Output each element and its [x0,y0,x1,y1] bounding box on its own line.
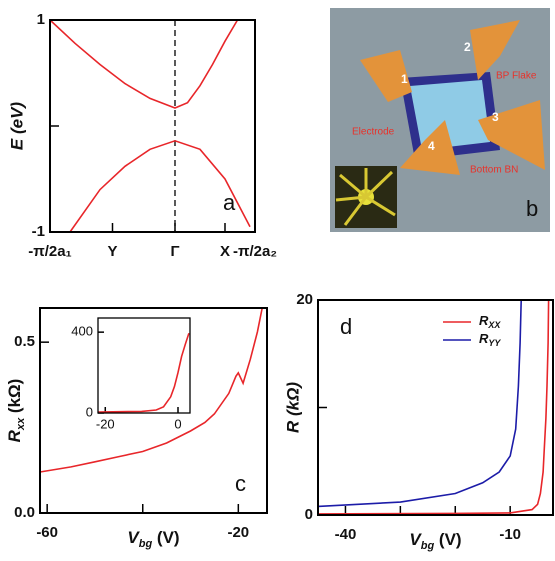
panel-label: c [235,471,246,496]
x-tick-label: -40 [335,526,357,543]
x-tick-label: -π/2a₂ [233,243,277,260]
x-tick-label: -10 [499,526,521,543]
y-axis-label: Rxx (kΩ) [5,379,26,443]
y-axis-label: E (eV) [7,102,26,151]
electrode-number: 4 [428,139,435,153]
y-tick-label: 0.0 [14,504,35,521]
data-line [70,141,250,232]
panel-label: b [526,196,538,221]
legend-sub: YY [488,338,501,348]
y-tick-label: 1 [37,11,45,28]
x-axis-label-sub: bg [421,540,435,552]
x-tick-label: -60 [36,524,58,541]
x-tick-label: Γ [170,243,179,260]
axes-frame [98,318,190,413]
image-label: Electrode [352,127,395,138]
y-tick-label: 0 [305,506,313,523]
data-line [50,20,238,108]
x-tick-label: -20 [96,416,115,431]
x-axis-label: Vbg (V) [127,528,179,549]
x-axis-label: Vbg (V) [409,530,461,551]
electrode-number: 3 [492,110,499,124]
image-label: BP Flake [496,71,537,82]
x-tick-label: -20 [227,524,249,541]
y-tick-label: -1 [32,223,45,240]
y-tick-label: 0 [86,404,93,419]
electrode-number: 2 [464,40,471,54]
figure: 1 2 3 4 BP Flake Electrode Bottom BN b 1… [0,0,555,556]
y-axis-label: R (kΩ) [283,382,302,433]
legend-entry: RYY [479,331,501,348]
panel-label: a [223,190,236,215]
y-axis-label-sub: xx [15,417,27,431]
x-axis-label-sub: bg [139,538,153,550]
y-tick-label: 0.5 [14,333,35,350]
y-tick-label: 20 [296,291,313,308]
legend-sub: XX [487,320,501,330]
x-tick-label: Y [107,243,117,260]
image-label: Bottom BN [470,165,518,176]
data-line [98,333,189,412]
device-image: 1 2 3 4 BP Flake Electrode Bottom BN b [330,8,550,232]
panel-label: d [340,314,352,339]
x-tick-label: -π/2a₁ [28,243,72,260]
y-tick-label: 400 [71,324,93,339]
x-axis-label-unit: (V) [434,530,461,549]
y-axis-label-unit: (kΩ) [5,379,24,418]
x-tick-label: X [220,243,230,260]
legend-entry: RXX [479,313,501,330]
electrode-number: 1 [401,72,408,86]
x-tick-label: 0 [174,416,181,431]
data-line [318,300,549,514]
y-axis-label-main: R [5,429,24,442]
x-axis-label-unit: (V) [152,528,179,547]
